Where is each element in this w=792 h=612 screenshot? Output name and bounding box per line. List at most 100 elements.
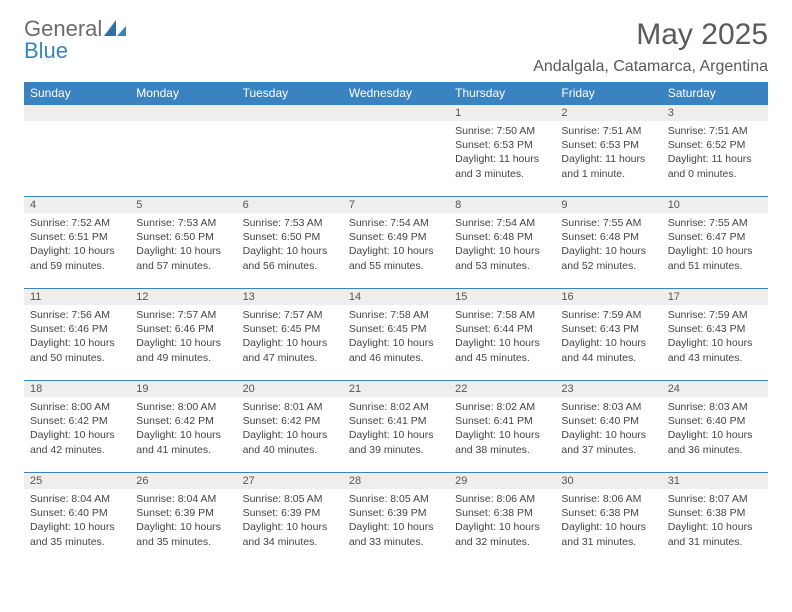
calendar-day-cell: 25Sunrise: 8:04 AMSunset: 6:40 PMDayligh… — [24, 473, 130, 565]
day-body: Sunrise: 8:01 AMSunset: 6:42 PMDaylight:… — [237, 397, 343, 463]
day-number: 30 — [555, 473, 661, 489]
daylight-text: Daylight: 10 hours and 50 minutes. — [30, 336, 124, 364]
day-number: 22 — [449, 381, 555, 397]
location: Andalgala, Catamarca, Argentina — [533, 58, 768, 76]
day-body — [237, 121, 343, 130]
calendar-day-cell — [130, 105, 236, 197]
day-body: Sunrise: 7:55 AMSunset: 6:48 PMDaylight:… — [555, 213, 661, 279]
day-body: Sunrise: 7:59 AMSunset: 6:43 PMDaylight:… — [662, 305, 768, 371]
day-body: Sunrise: 8:06 AMSunset: 6:38 PMDaylight:… — [555, 489, 661, 555]
sunset-text: Sunset: 6:46 PM — [30, 322, 124, 336]
daylight-text: Daylight: 10 hours and 35 minutes. — [136, 520, 230, 548]
sunrise-text: Sunrise: 7:52 AM — [30, 216, 124, 230]
day-number: 31 — [662, 473, 768, 489]
calendar-day-cell: 3Sunrise: 7:51 AMSunset: 6:52 PMDaylight… — [662, 105, 768, 197]
day-number: 1 — [449, 105, 555, 121]
sunset-text: Sunset: 6:40 PM — [30, 506, 124, 520]
sunrise-text: Sunrise: 8:06 AM — [561, 492, 655, 506]
calendar-day-cell: 23Sunrise: 8:03 AMSunset: 6:40 PMDayligh… — [555, 381, 661, 473]
calendar-table: Sunday Monday Tuesday Wednesday Thursday… — [24, 82, 768, 565]
daylight-text: Daylight: 10 hours and 36 minutes. — [668, 428, 762, 456]
day-body: Sunrise: 7:53 AMSunset: 6:50 PMDaylight:… — [237, 213, 343, 279]
day-body: Sunrise: 8:00 AMSunset: 6:42 PMDaylight:… — [130, 397, 236, 463]
day-body: Sunrise: 8:00 AMSunset: 6:42 PMDaylight:… — [24, 397, 130, 463]
day-body: Sunrise: 8:06 AMSunset: 6:38 PMDaylight:… — [449, 489, 555, 555]
sunrise-text: Sunrise: 7:56 AM — [30, 308, 124, 322]
weekday-header-row: Sunday Monday Tuesday Wednesday Thursday… — [24, 82, 768, 105]
logo-text: General Blue — [24, 18, 126, 62]
day-body: Sunrise: 8:03 AMSunset: 6:40 PMDaylight:… — [662, 397, 768, 463]
sunset-text: Sunset: 6:50 PM — [136, 230, 230, 244]
sunrise-text: Sunrise: 8:04 AM — [30, 492, 124, 506]
sunset-text: Sunset: 6:48 PM — [561, 230, 655, 244]
sunrise-text: Sunrise: 8:01 AM — [243, 400, 337, 414]
day-number: 3 — [662, 105, 768, 121]
day-body: Sunrise: 7:57 AMSunset: 6:46 PMDaylight:… — [130, 305, 236, 371]
calendar-day-cell: 18Sunrise: 8:00 AMSunset: 6:42 PMDayligh… — [24, 381, 130, 473]
day-body: Sunrise: 8:05 AMSunset: 6:39 PMDaylight:… — [343, 489, 449, 555]
daylight-text: Daylight: 10 hours and 43 minutes. — [668, 336, 762, 364]
daylight-text: Daylight: 10 hours and 49 minutes. — [136, 336, 230, 364]
sunset-text: Sunset: 6:53 PM — [455, 138, 549, 152]
day-body: Sunrise: 7:59 AMSunset: 6:43 PMDaylight:… — [555, 305, 661, 371]
day-body: Sunrise: 7:57 AMSunset: 6:45 PMDaylight:… — [237, 305, 343, 371]
logo-word-blue: Blue — [24, 38, 68, 63]
day-body: Sunrise: 7:51 AMSunset: 6:53 PMDaylight:… — [555, 121, 661, 187]
day-number: 8 — [449, 197, 555, 213]
daylight-text: Daylight: 10 hours and 47 minutes. — [243, 336, 337, 364]
day-body: Sunrise: 7:56 AMSunset: 6:46 PMDaylight:… — [24, 305, 130, 371]
day-body: Sunrise: 7:54 AMSunset: 6:49 PMDaylight:… — [343, 213, 449, 279]
sunset-text: Sunset: 6:41 PM — [455, 414, 549, 428]
daylight-text: Daylight: 11 hours and 1 minute. — [561, 152, 655, 180]
daylight-text: Daylight: 10 hours and 41 minutes. — [136, 428, 230, 456]
sunrise-text: Sunrise: 7:54 AM — [349, 216, 443, 230]
day-body: Sunrise: 8:05 AMSunset: 6:39 PMDaylight:… — [237, 489, 343, 555]
sunrise-text: Sunrise: 8:05 AM — [243, 492, 337, 506]
daylight-text: Daylight: 10 hours and 34 minutes. — [243, 520, 337, 548]
day-body: Sunrise: 7:52 AMSunset: 6:51 PMDaylight:… — [24, 213, 130, 279]
day-body: Sunrise: 7:54 AMSunset: 6:48 PMDaylight:… — [449, 213, 555, 279]
sunset-text: Sunset: 6:45 PM — [349, 322, 443, 336]
calendar-day-cell: 17Sunrise: 7:59 AMSunset: 6:43 PMDayligh… — [662, 289, 768, 381]
calendar-day-cell: 29Sunrise: 8:06 AMSunset: 6:38 PMDayligh… — [449, 473, 555, 565]
calendar-day-cell: 8Sunrise: 7:54 AMSunset: 6:48 PMDaylight… — [449, 197, 555, 289]
daylight-text: Daylight: 10 hours and 37 minutes. — [561, 428, 655, 456]
sunrise-text: Sunrise: 7:59 AM — [561, 308, 655, 322]
day-number: 15 — [449, 289, 555, 305]
sunrise-text: Sunrise: 7:58 AM — [455, 308, 549, 322]
day-body: Sunrise: 7:58 AMSunset: 6:44 PMDaylight:… — [449, 305, 555, 371]
month-title: May 2025 — [533, 18, 768, 52]
sunrise-text: Sunrise: 7:51 AM — [668, 124, 762, 138]
daylight-text: Daylight: 10 hours and 51 minutes. — [668, 244, 762, 272]
sunset-text: Sunset: 6:43 PM — [668, 322, 762, 336]
sunrise-text: Sunrise: 8:02 AM — [455, 400, 549, 414]
day-body: Sunrise: 7:53 AMSunset: 6:50 PMDaylight:… — [130, 213, 236, 279]
sunset-text: Sunset: 6:46 PM — [136, 322, 230, 336]
daylight-text: Daylight: 10 hours and 56 minutes. — [243, 244, 337, 272]
sunrise-text: Sunrise: 8:07 AM — [668, 492, 762, 506]
calendar-day-cell: 26Sunrise: 8:04 AMSunset: 6:39 PMDayligh… — [130, 473, 236, 565]
sunrise-text: Sunrise: 8:03 AM — [668, 400, 762, 414]
day-number — [24, 105, 130, 121]
daylight-text: Daylight: 10 hours and 40 minutes. — [243, 428, 337, 456]
day-number — [130, 105, 236, 121]
day-number: 21 — [343, 381, 449, 397]
sunrise-text: Sunrise: 8:00 AM — [30, 400, 124, 414]
calendar-day-cell: 28Sunrise: 8:05 AMSunset: 6:39 PMDayligh… — [343, 473, 449, 565]
calendar-day-cell: 27Sunrise: 8:05 AMSunset: 6:39 PMDayligh… — [237, 473, 343, 565]
day-number: 23 — [555, 381, 661, 397]
daylight-text: Daylight: 11 hours and 0 minutes. — [668, 152, 762, 180]
calendar-day-cell: 30Sunrise: 8:06 AMSunset: 6:38 PMDayligh… — [555, 473, 661, 565]
calendar-day-cell: 13Sunrise: 7:57 AMSunset: 6:45 PMDayligh… — [237, 289, 343, 381]
day-number: 6 — [237, 197, 343, 213]
sunrise-text: Sunrise: 7:58 AM — [349, 308, 443, 322]
calendar-week-row: 4Sunrise: 7:52 AMSunset: 6:51 PMDaylight… — [24, 197, 768, 289]
daylight-text: Daylight: 10 hours and 52 minutes. — [561, 244, 655, 272]
calendar-day-cell: 24Sunrise: 8:03 AMSunset: 6:40 PMDayligh… — [662, 381, 768, 473]
sunset-text: Sunset: 6:40 PM — [561, 414, 655, 428]
day-body: Sunrise: 8:04 AMSunset: 6:39 PMDaylight:… — [130, 489, 236, 555]
calendar-day-cell: 16Sunrise: 7:59 AMSunset: 6:43 PMDayligh… — [555, 289, 661, 381]
day-number: 14 — [343, 289, 449, 305]
day-number: 29 — [449, 473, 555, 489]
day-body: Sunrise: 8:02 AMSunset: 6:41 PMDaylight:… — [343, 397, 449, 463]
